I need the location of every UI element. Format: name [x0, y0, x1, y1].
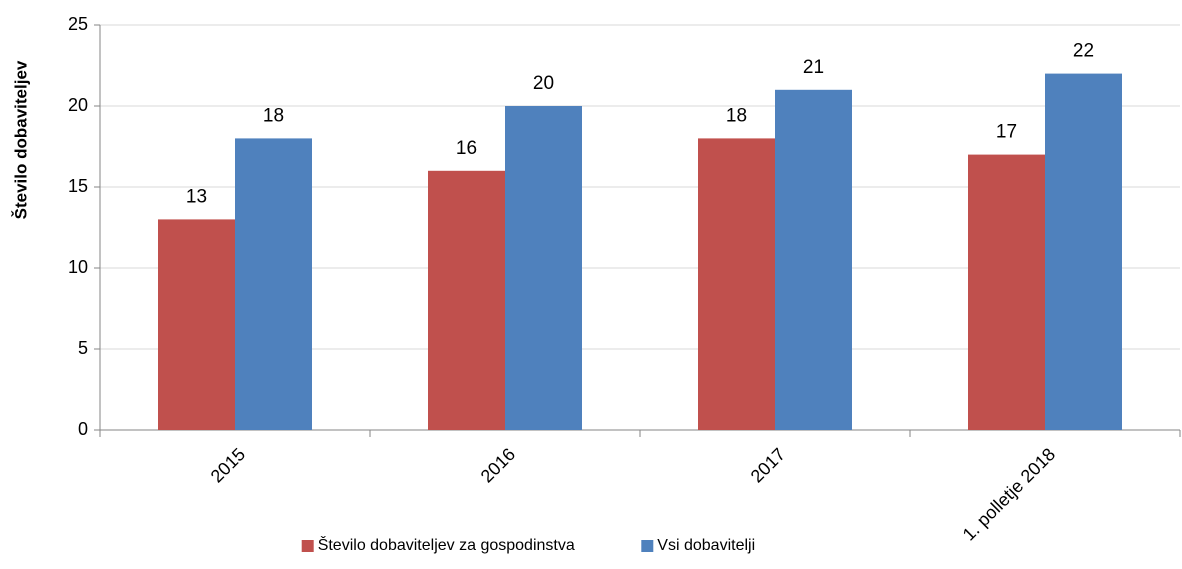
bar	[235, 138, 312, 430]
y-axis-label: Število dobaviteljev	[11, 60, 30, 219]
data-label: 18	[726, 105, 747, 126]
legend-label: Vsi dobavitelji	[657, 537, 755, 554]
bar	[775, 89, 852, 431]
data-label: 21	[803, 57, 824, 78]
bar	[698, 138, 775, 430]
y-tick-label: 20	[68, 95, 88, 115]
y-tick-label: 10	[68, 257, 88, 277]
data-label: 18	[263, 105, 284, 126]
x-tick-label: 2015	[207, 444, 249, 486]
y-tick-label: 5	[78, 338, 88, 358]
x-tick-label: 1. polletje 2018	[959, 444, 1059, 544]
x-tick-label: 2017	[747, 444, 789, 486]
data-label: 17	[996, 122, 1017, 143]
y-tick-label: 25	[68, 14, 88, 34]
y-tick-label: 15	[68, 176, 88, 196]
bar	[968, 154, 1045, 430]
data-label: 20	[533, 73, 554, 94]
data-label: 22	[1073, 41, 1094, 62]
y-tick-label: 0	[78, 419, 88, 439]
legend-swatch	[641, 540, 654, 552]
bar	[428, 170, 505, 431]
bar	[1045, 73, 1122, 430]
legend-label: Število dobaviteljev za gospodinstva	[318, 535, 575, 554]
x-tick-label: 2016	[477, 444, 519, 486]
data-label: 16	[456, 138, 477, 159]
data-label: 13	[186, 186, 207, 207]
legend-swatch	[301, 540, 314, 552]
bar	[158, 219, 235, 430]
bar	[505, 106, 582, 430]
